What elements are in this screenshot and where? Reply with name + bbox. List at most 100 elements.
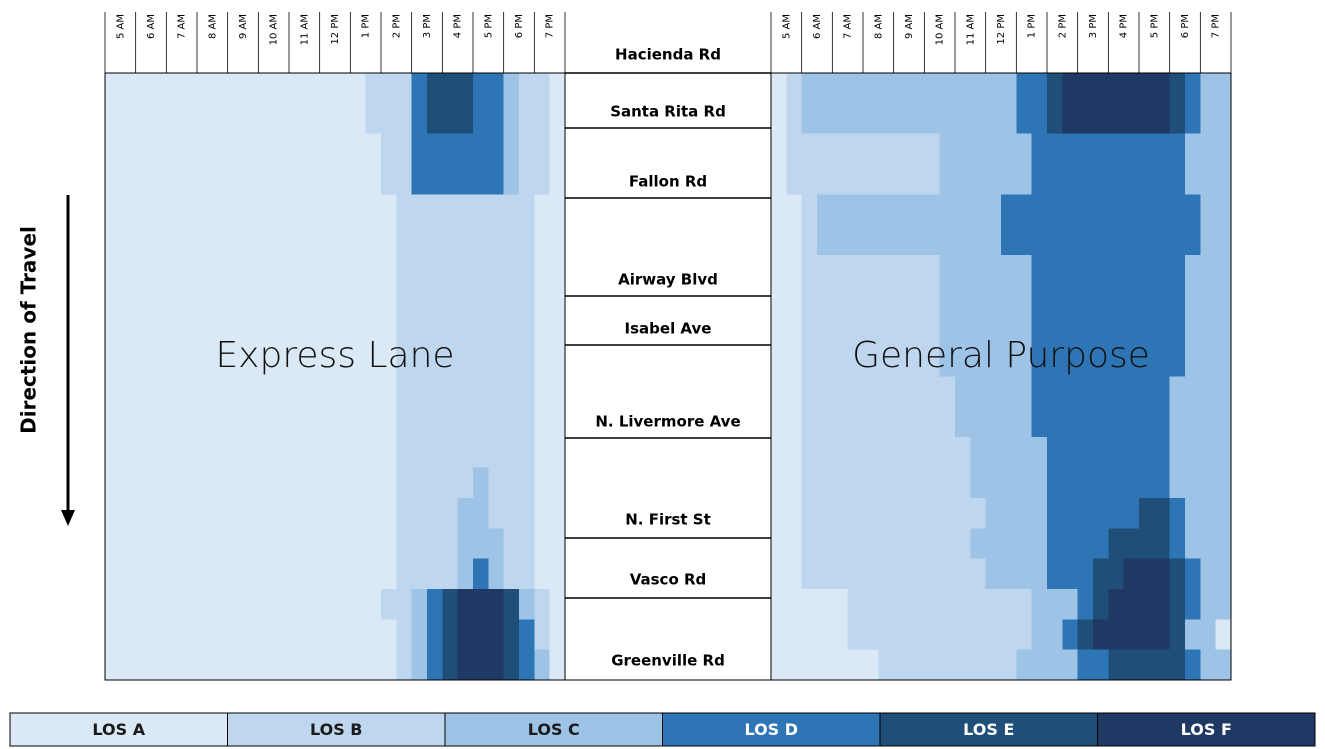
heat-cell	[985, 437, 1002, 469]
heat-cell	[924, 528, 941, 560]
heat-cell	[181, 255, 198, 287]
heat-cell	[878, 255, 895, 287]
heat-cell	[197, 588, 213, 620]
heat-cell	[1093, 588, 1109, 620]
heat-cell	[457, 376, 474, 408]
heat-cell	[120, 528, 137, 560]
heat-cell	[473, 497, 489, 529]
heat-cell	[319, 437, 336, 469]
heat-cell	[909, 619, 925, 651]
heat-cell	[1185, 437, 1201, 469]
heat-cell	[488, 164, 505, 195]
heat-cell	[411, 528, 428, 560]
heat-cell	[457, 346, 474, 378]
legend-label: LOS D	[744, 720, 798, 739]
heat-cell	[786, 619, 803, 651]
heat-cell	[396, 285, 413, 317]
heat-cell	[832, 315, 849, 347]
heat-cell	[457, 224, 474, 256]
heat-cell	[549, 133, 566, 165]
heat-cell	[1185, 467, 1201, 499]
heat-cell	[1185, 649, 1201, 681]
heat-cell	[396, 164, 413, 195]
heat-cell	[1001, 649, 1017, 681]
heat-cell	[105, 497, 121, 529]
heat-cell	[801, 558, 818, 590]
heat-cell	[771, 467, 787, 499]
heat-cell	[1062, 285, 1079, 317]
heat-cell	[878, 376, 895, 408]
heat-cell	[1185, 528, 1201, 560]
heat-cell	[939, 194, 956, 226]
heat-cell	[1077, 346, 1094, 378]
heat-cell	[817, 224, 833, 256]
heat-cell	[909, 73, 925, 104]
heat-cell	[1031, 649, 1048, 681]
heat-cell	[335, 619, 351, 651]
heat-cell	[1215, 133, 1232, 165]
heat-cell	[289, 437, 305, 469]
heat-cell	[197, 133, 213, 165]
heat-cell	[863, 619, 879, 651]
heat-cell	[105, 558, 121, 590]
heat-cell	[1077, 406, 1094, 438]
heat-cell	[427, 164, 443, 195]
heat-cell	[365, 194, 382, 226]
heat-cell	[304, 467, 321, 499]
heat-cell	[519, 164, 535, 195]
heat-cell	[1016, 467, 1033, 499]
heat-cell	[1123, 194, 1140, 226]
panel-title: Express Lane	[215, 335, 454, 376]
heat-cell	[1185, 406, 1201, 438]
heat-cell	[893, 346, 910, 378]
heat-cell	[135, 164, 152, 195]
heat-cell	[1093, 376, 1109, 408]
x-tick-label: 8 AM	[873, 14, 884, 39]
heat-cell	[1001, 437, 1017, 469]
heat-cell	[1077, 73, 1094, 104]
heat-cell	[381, 133, 397, 165]
heat-cell	[488, 437, 505, 469]
heat-cell	[519, 497, 535, 529]
heat-cell	[817, 285, 833, 317]
heat-cell	[1031, 103, 1048, 135]
heat-cell	[1154, 255, 1171, 287]
heat-cell	[878, 103, 895, 135]
heat-cell	[212, 346, 229, 378]
heat-cell	[970, 558, 987, 590]
heat-cell	[427, 73, 443, 104]
heat-cell	[135, 619, 152, 651]
heat-cell	[488, 346, 505, 378]
legend-label: LOS B	[310, 720, 363, 739]
heat-cell	[534, 315, 551, 347]
heat-cell	[1016, 406, 1033, 438]
heat-cell	[955, 437, 971, 469]
heat-cell	[212, 497, 229, 529]
heat-cell	[847, 406, 864, 438]
heat-cell	[289, 194, 305, 226]
heat-cell	[381, 558, 397, 590]
heat-cell	[985, 194, 1002, 226]
heat-cell	[801, 315, 818, 347]
heat-cell	[1215, 376, 1232, 408]
heat-cell	[847, 376, 864, 408]
heat-cell	[243, 588, 259, 620]
heat-cell	[801, 103, 818, 135]
heat-cell	[534, 467, 551, 499]
heat-cell	[135, 285, 152, 317]
heat-cell	[427, 497, 443, 529]
heat-cell	[1093, 649, 1109, 681]
heat-cell	[786, 73, 803, 104]
x-tick-label: 4 PM	[453, 14, 464, 38]
heat-cell	[258, 346, 275, 378]
heat-cell	[105, 285, 121, 317]
heat-cell	[304, 649, 321, 681]
heat-cell	[786, 406, 803, 438]
heat-cell	[243, 164, 259, 195]
heat-cell	[381, 588, 397, 620]
heat-cell	[771, 315, 787, 347]
heat-cell	[985, 103, 1002, 135]
heat-cell	[1108, 588, 1125, 620]
heat-cell	[1077, 103, 1094, 135]
heat-cell	[1108, 255, 1125, 287]
